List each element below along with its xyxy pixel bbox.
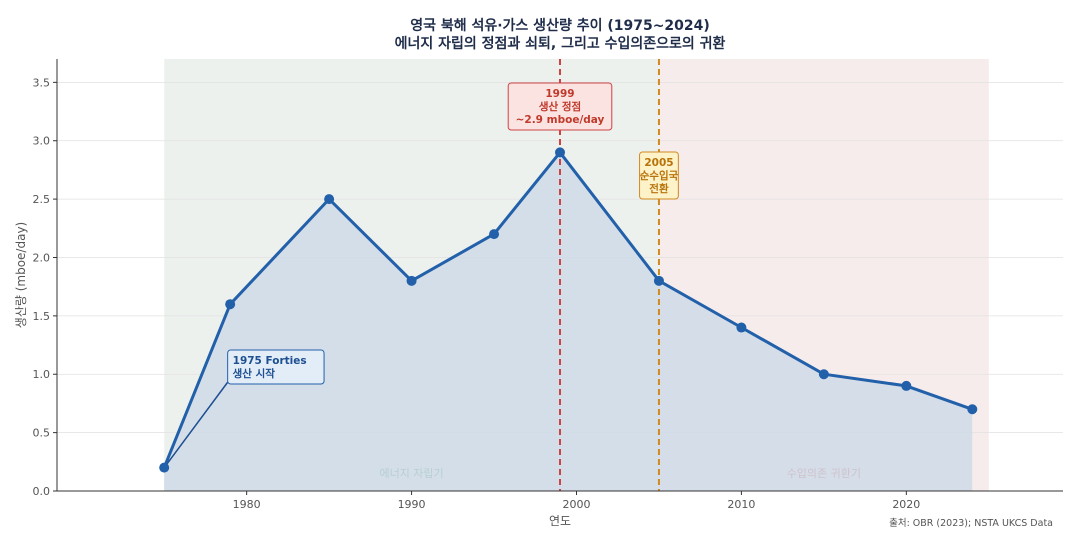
data-point <box>901 380 912 391</box>
annotation-box <box>507 82 613 131</box>
annotation-text: 2005 <box>644 157 673 169</box>
annotation-text: 생산 정점 <box>539 100 581 113</box>
annotation-text: 순수입국 <box>640 169 679 182</box>
y-tick-label: 1.0 <box>33 368 51 381</box>
y-tick-label: 3.5 <box>33 76 51 89</box>
chart-subtitle: 에너지 자립의 정점과 쇠퇴, 그리고 수입의존으로의 귀환 <box>395 35 726 52</box>
data-point <box>324 194 335 205</box>
data-point <box>406 275 417 286</box>
axes <box>56 59 1063 492</box>
x-tick-label: 2010 <box>727 498 755 511</box>
y-tick-label: 3.0 <box>33 135 51 148</box>
y-tick-label: 0.0 <box>33 485 51 498</box>
y-tick-label: 1.5 <box>33 310 51 323</box>
annotation-text: 1999 <box>545 88 574 100</box>
annotation-arrows <box>163 381 229 469</box>
x-tick-label: 1980 <box>233 498 261 511</box>
annotation-text: ~2.9 mboe/day <box>516 114 605 126</box>
tick-labels: 1980 1990 2000 2010 2020 0.0 0.5 1.0 1.5 2.0 2.5 3.… <box>33 76 921 511</box>
x-tick-label: 1990 <box>398 498 426 511</box>
annotation-arrow <box>163 381 229 469</box>
vertical-markers <box>559 59 660 491</box>
y-axis-label: 생산량 (mboe/day) <box>14 222 28 328</box>
annotation-text: 생산 시작 <box>233 367 276 380</box>
annotation-box <box>227 349 325 385</box>
data-points <box>159 147 978 473</box>
x-tick-label: 2020 <box>892 498 920 511</box>
data-point <box>225 299 236 310</box>
data-point <box>489 229 500 240</box>
y-tick-label: 2.5 <box>33 193 51 206</box>
annotation-text: 전환 <box>649 182 669 195</box>
annotation-box <box>639 151 679 200</box>
y-tick-label: 2.0 <box>33 251 51 264</box>
y-tick-label: 0.5 <box>33 427 51 440</box>
data-point <box>653 275 664 286</box>
data-point <box>159 462 170 473</box>
chart-title: 영국 북해 석유·가스 생산량 추이 (1975~2024) <box>410 17 710 34</box>
data-point <box>555 147 565 158</box>
data-point <box>967 404 978 415</box>
data-point <box>818 369 829 380</box>
annotation-text: 1975 Forties <box>233 355 307 367</box>
source-note: 출처: OBR (2023); NSTA UKCS Data <box>889 517 1053 529</box>
x-axis-label: 연도 <box>549 514 571 528</box>
data-point <box>736 322 747 333</box>
x-tick-label: 2000 <box>562 498 590 511</box>
